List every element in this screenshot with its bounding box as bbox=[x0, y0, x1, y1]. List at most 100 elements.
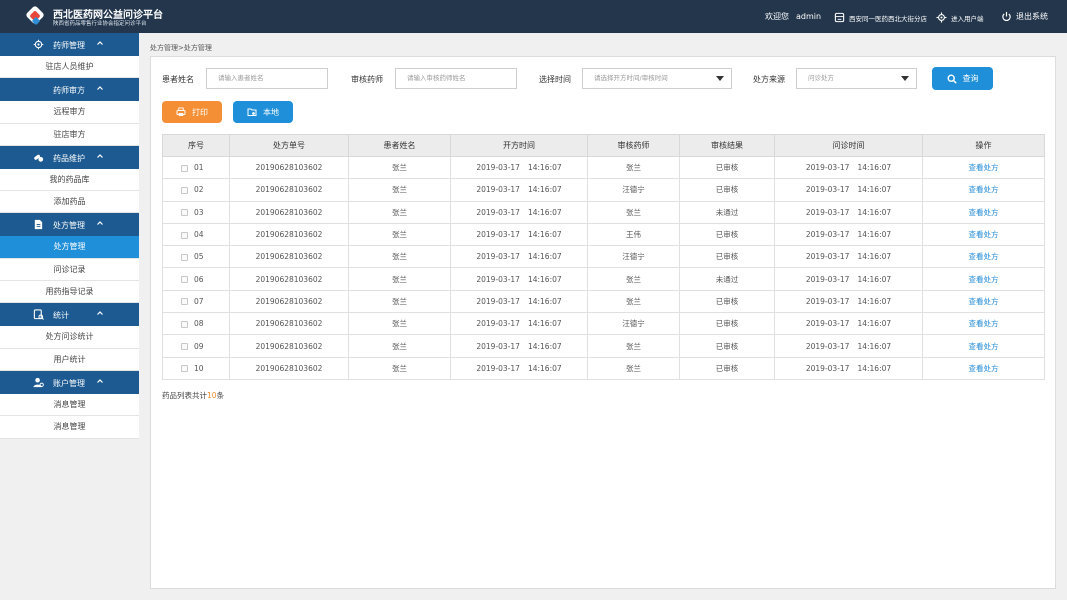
row-checkbox[interactable] bbox=[181, 320, 188, 328]
print-button[interactable]: 打印 bbox=[162, 101, 222, 123]
row-checkbox[interactable] bbox=[181, 164, 188, 172]
view-prescription-link[interactable]: 查看处方 bbox=[968, 207, 999, 217]
cell-action: 查看处方 bbox=[922, 334, 1045, 358]
store-switch[interactable]: 西安同一医药西北大街分店 bbox=[834, 12, 927, 23]
caret-down-icon bbox=[901, 76, 909, 81]
sidebar-group-statistics[interactable]: 统计 bbox=[0, 303, 139, 327]
sidebar-item-drug-library[interactable]: 我的药品库 bbox=[0, 168, 139, 192]
table-row: 03 20190628103602 张兰 2019-03-17 14:16:07 张兰 未通… bbox=[162, 200, 1045, 224]
issue-date: 2019-03-17 bbox=[476, 207, 520, 217]
cell-order-no: 20190628103602 bbox=[229, 245, 349, 269]
table-header-row: 序号 处方单号 患者姓名 开方时间 审核药师 审核结果 问诊时间 操作 bbox=[162, 134, 1045, 157]
sidebar-item-user-stats[interactable]: 用户统计 bbox=[0, 348, 139, 371]
issue-time: 14:16:07 bbox=[527, 207, 562, 217]
patient-name-input[interactable]: 请输入患者姓名 bbox=[206, 68, 328, 89]
pharmacist-input[interactable]: 请输入审核药师姓名 bbox=[395, 68, 517, 89]
issue-date: 2019-03-17 bbox=[476, 230, 520, 240]
sidebar-group-prescription[interactable]: 处方管理 bbox=[0, 213, 139, 237]
app-title: 西北医药网公益问诊平台 bbox=[53, 10, 163, 21]
seq-number: 03 bbox=[194, 207, 204, 217]
sidebar: 药师管理 驻店人员维护 药师审方 远程审方 驻店审方 药品维护 我的药品库 添加… bbox=[0, 33, 139, 600]
consult-time: 14:16:07 bbox=[857, 274, 892, 284]
view-prescription-link[interactable]: 查看处方 bbox=[968, 319, 999, 329]
search-button[interactable]: 查询 bbox=[932, 67, 993, 90]
row-checkbox[interactable] bbox=[181, 298, 188, 306]
cell-consult-time: 2019-03-17 14:16:07 bbox=[774, 334, 923, 358]
sidebar-item-messages[interactable]: 消息管理 bbox=[0, 393, 139, 417]
col-header-action: 操作 bbox=[922, 134, 1045, 157]
row-checkbox[interactable] bbox=[181, 209, 188, 217]
chevron-up-icon bbox=[97, 311, 103, 316]
sidebar-item-guidance-records[interactable]: 用药指导记录 bbox=[0, 281, 139, 304]
row-checkbox[interactable] bbox=[181, 231, 188, 239]
account-icon bbox=[33, 377, 44, 388]
consult-date: 2019-03-17 bbox=[805, 341, 850, 351]
cell-result: 已审核 bbox=[679, 312, 775, 336]
col-header-pharmacist: 审核药师 bbox=[587, 134, 680, 157]
cell-consult-time: 2019-03-17 14:16:07 bbox=[774, 267, 923, 291]
cell-issue-time: 2019-03-17 14:16:07 bbox=[450, 312, 588, 336]
issue-date: 2019-03-17 bbox=[476, 296, 520, 306]
consult-time: 14:16:07 bbox=[857, 185, 892, 195]
row-checkbox[interactable] bbox=[181, 276, 188, 284]
row-checkbox[interactable] bbox=[181, 365, 188, 373]
summary-suffix: 条 bbox=[216, 391, 225, 400]
local-button[interactable]: 本地 bbox=[233, 101, 293, 123]
issue-date: 2019-03-17 bbox=[476, 319, 520, 329]
cell-action: 查看处方 bbox=[922, 200, 1045, 224]
power-icon bbox=[1002, 11, 1011, 22]
user-gear-icon bbox=[33, 39, 44, 50]
col-header-consult-time: 问诊时间 bbox=[774, 134, 923, 157]
chevron-up-icon bbox=[97, 41, 103, 45]
sidebar-group-review[interactable]: 药师审方 bbox=[0, 78, 139, 102]
user-center-link[interactable]: 进入用户端 bbox=[936, 12, 984, 23]
cell-order-no: 20190628103602 bbox=[229, 356, 349, 380]
time-select[interactable]: 请选择开方时间/审核时间 bbox=[582, 68, 732, 89]
sidebar-item-consult-records[interactable]: 问诊记录 bbox=[0, 258, 139, 282]
cell-action: 查看处方 bbox=[922, 289, 1045, 314]
view-prescription-link[interactable]: 查看处方 bbox=[968, 163, 999, 173]
issue-time: 14:16:07 bbox=[527, 296, 562, 306]
sidebar-item-add-drug[interactable]: 添加药品 bbox=[0, 191, 139, 214]
logo-icon bbox=[26, 6, 44, 25]
view-prescription-link[interactable]: 查看处方 bbox=[968, 230, 999, 240]
source-select[interactable]: 问诊处方 bbox=[796, 68, 917, 89]
issue-time: 14:16:07 bbox=[527, 252, 562, 262]
sidebar-item-staff[interactable]: 驻店人员维护 bbox=[0, 56, 139, 79]
sidebar-item-messages-2[interactable]: 消息管理 bbox=[0, 416, 139, 439]
prescription-icon bbox=[34, 220, 43, 230]
consult-date: 2019-03-17 bbox=[805, 207, 850, 217]
cell-consult-time: 2019-03-17 14:16:07 bbox=[774, 245, 923, 269]
sidebar-item-prescription-management[interactable]: 处方管理 bbox=[0, 236, 139, 259]
username: admin bbox=[796, 12, 822, 21]
folder-icon bbox=[247, 108, 257, 116]
cell-pharmacist: 张兰 bbox=[587, 334, 680, 358]
cell-issue-time: 2019-03-17 14:16:07 bbox=[450, 356, 588, 380]
sidebar-group-drugs[interactable]: 药品维护 bbox=[0, 145, 139, 169]
sidebar-group-pharmacist[interactable]: 药师管理 bbox=[0, 33, 139, 56]
view-prescription-link[interactable]: 查看处方 bbox=[968, 341, 999, 351]
cell-issue-time: 2019-03-17 14:16:07 bbox=[450, 200, 588, 224]
view-prescription-link[interactable]: 查看处方 bbox=[968, 185, 999, 195]
logout-button[interactable]: 退出系统 bbox=[1001, 11, 1048, 22]
consult-date: 2019-03-17 bbox=[805, 274, 850, 284]
view-prescription-link[interactable]: 查看处方 bbox=[968, 363, 999, 373]
row-checkbox[interactable] bbox=[181, 253, 188, 261]
time-select-value: 请选择开方时间/审核时间 bbox=[594, 74, 668, 82]
row-checkbox[interactable] bbox=[181, 186, 188, 194]
consult-time: 14:16:07 bbox=[857, 163, 892, 173]
sidebar-item-remote-review[interactable]: 远程审方 bbox=[0, 101, 139, 124]
view-prescription-link[interactable]: 查看处方 bbox=[968, 296, 999, 306]
cell-action: 查看处方 bbox=[922, 245, 1045, 269]
cell-patient: 张兰 bbox=[348, 178, 451, 202]
cell-patient: 张兰 bbox=[348, 289, 451, 314]
row-checkbox[interactable] bbox=[181, 343, 188, 351]
sidebar-group-account[interactable]: 账户管理 bbox=[0, 370, 139, 394]
cell-patient: 张兰 bbox=[348, 267, 451, 291]
sidebar-item-prescription-stats[interactable]: 处方问诊统计 bbox=[0, 326, 139, 349]
view-prescription-link[interactable]: 查看处方 bbox=[968, 252, 999, 262]
sidebar-item-store-review[interactable]: 驻店审方 bbox=[0, 123, 139, 146]
consult-date: 2019-03-17 bbox=[805, 296, 850, 306]
sidebar-group-label: 处方管理 bbox=[53, 221, 85, 231]
view-prescription-link[interactable]: 查看处方 bbox=[968, 274, 999, 284]
